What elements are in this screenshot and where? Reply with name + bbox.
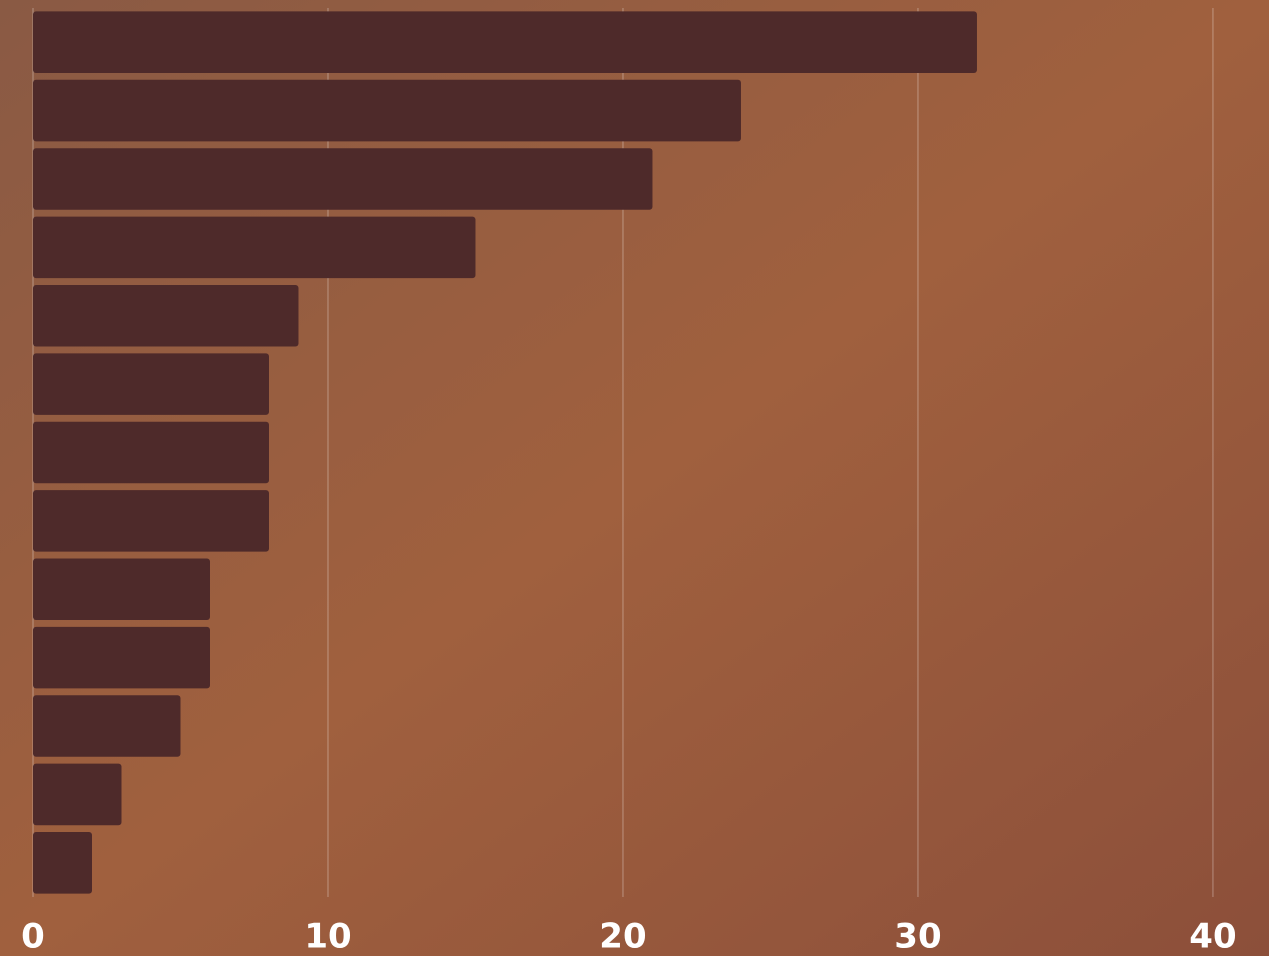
bar: [33, 353, 269, 415]
x-tick-label: 10: [304, 917, 351, 956]
bar: [33, 763, 122, 826]
bar: [33, 626, 210, 689]
bar: [33, 216, 476, 279]
x-tick-label: 40: [1189, 917, 1236, 956]
bar: [33, 284, 299, 347]
bar: [33, 421, 269, 484]
x-tick-label: 20: [599, 917, 646, 956]
bar: [33, 148, 653, 210]
bar: [33, 11, 977, 73]
bar: [33, 695, 181, 757]
bar: [33, 79, 741, 142]
bar: [33, 490, 269, 552]
bar: [33, 832, 92, 894]
x-tick-label: 30: [894, 917, 941, 956]
bar: [33, 558, 210, 621]
x-tick-label: 0: [21, 917, 45, 956]
